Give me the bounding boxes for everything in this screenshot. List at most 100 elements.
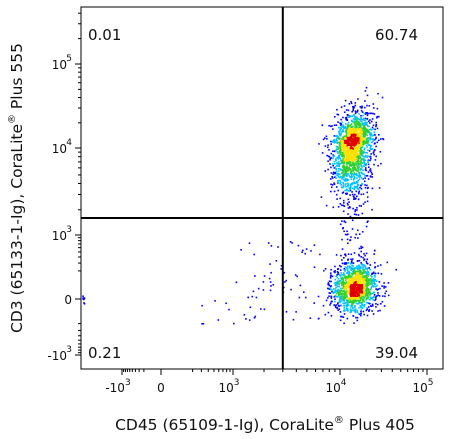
event-dot [362,131,365,133]
event-dot [357,133,359,135]
event-dot [360,277,362,279]
event-dot [353,198,355,200]
event-dot [361,280,364,283]
event-dot [364,147,366,150]
event-dot [358,254,361,257]
event-dot [356,280,359,283]
event-dot [343,174,345,176]
event-dot [358,126,361,129]
event-dot [347,291,350,293]
event-dot [341,131,343,133]
event-dot [329,272,332,274]
event-dot [336,174,339,177]
event-dot [360,134,362,136]
event-dot [333,270,335,273]
event-dot [364,106,366,109]
event-dot [257,287,260,290]
event-dot [365,252,368,255]
event-dot [369,268,371,271]
event-dot [354,287,357,290]
event-dot [340,176,343,178]
event-dot [356,138,358,141]
event-dot [338,170,340,172]
event-dot [358,135,360,137]
event-dot [368,166,370,168]
event-dot [329,302,332,304]
event-dot [360,129,363,132]
event-dot [365,285,367,287]
event-dot [350,134,353,136]
quadrant-gate[interactable] [81,7,443,369]
event-dot [338,162,340,165]
event-dot [272,284,275,286]
event-dot [243,314,246,316]
event-dot [352,162,354,164]
event-dot [342,272,345,274]
event-dot [370,280,372,283]
event-dot [360,247,362,250]
event-dot [353,282,355,285]
event-dot [365,293,367,296]
event-dot [348,131,351,134]
event-dot [361,139,363,141]
event-dot [362,128,364,131]
event-dot [363,173,365,175]
event-dot [346,238,349,241]
event-dot [350,132,352,135]
event-dot [327,287,329,290]
event-dot [352,144,354,146]
event-dot [363,148,365,151]
event-dot [336,292,339,294]
event-dot [343,202,345,204]
event-dot [341,283,343,286]
event-dot [342,125,345,127]
event-dot [367,160,369,162]
event-dot [356,111,359,113]
event-dot [354,270,357,273]
event-dot [349,161,351,164]
event-dot [343,176,345,179]
event-dot [342,274,345,276]
event-dot [362,119,365,121]
event-dot [371,276,373,278]
event-dot [359,122,362,125]
event-dot [366,284,368,286]
x-tick-label: 0 [157,381,165,395]
event-dot [379,303,382,305]
event-dot [356,161,358,163]
event-dot [362,203,365,205]
event-dot [343,173,346,175]
event-dot [364,132,366,134]
event-dot [363,128,366,130]
event-dot [357,293,359,296]
event-dot [367,149,369,151]
event-dot [225,302,227,305]
event-dot [368,290,371,293]
event-dot [347,169,349,172]
event-dot [359,298,362,300]
event-dot [342,175,345,177]
event-dot [359,289,361,291]
event-dot [350,174,353,177]
event-dot [346,123,349,126]
event-dot [359,146,362,149]
event-dot [342,182,344,184]
event-dot [371,272,374,275]
event-dot [369,278,372,280]
event-dot [333,182,335,184]
event-dot [331,291,333,293]
event-dot [338,143,341,146]
event-dot [350,146,353,148]
event-dot [345,118,347,121]
event-dot [360,309,362,311]
event-dot [339,127,342,129]
event-dot [379,309,381,312]
event-dot [355,291,357,294]
event-dot [344,284,346,287]
event-dot [344,153,347,156]
event-dot [349,147,352,149]
event-dot [355,111,357,113]
event-dot [329,277,332,279]
event-dot [335,292,338,295]
event-dot [352,155,355,158]
